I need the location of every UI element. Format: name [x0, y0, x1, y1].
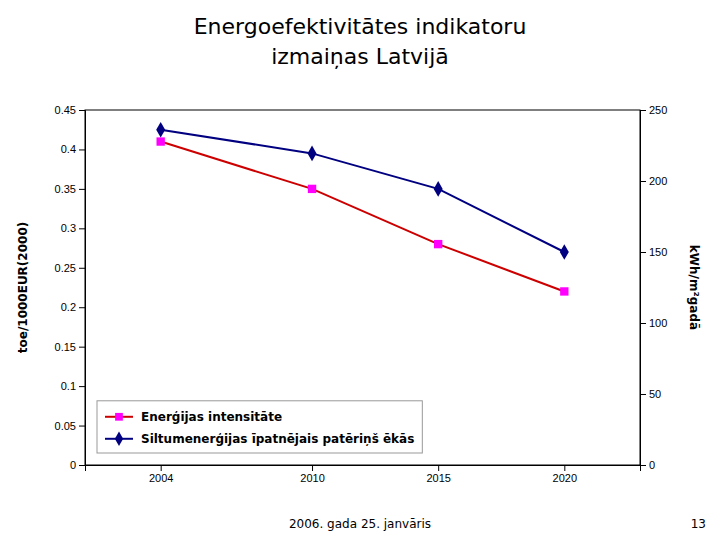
tick-label: 150: [649, 246, 667, 258]
tick-mark: [640, 110, 646, 111]
tick: 0: [640, 459, 655, 471]
annotation: 2006. gada 25. janvāris: [289, 517, 431, 531]
y2-axis-title: kWh/m²gadā: [687, 245, 701, 330]
tick: 0.4: [61, 143, 85, 155]
tick: 0.15: [55, 341, 85, 353]
y2-axis: 0 50 100 150 200 250: [640, 104, 667, 471]
point: [156, 122, 165, 138]
tick: 200: [640, 175, 667, 187]
plot: 2004 2010 2015 2020 0 0.05 0.1 0.15 0.2 0.25 0.3 0.…: [16, 104, 701, 484]
axis-line: [79, 111, 86, 466]
tick-label: 250: [649, 104, 667, 116]
point: [308, 185, 316, 193]
tick-label: 0.25: [55, 262, 76, 274]
legend-item: Siltumenerģijas īpatnējais patēriņš ēkās: [105, 432, 414, 446]
tick-mark: [161, 465, 162, 471]
tick: 0.45: [55, 104, 85, 116]
title: Energoefektivitātes indikatoru: [194, 14, 527, 39]
y-axis-title: toe/1000EUR(2000): [16, 222, 30, 353]
tick-mark: [312, 465, 313, 471]
chart: Energoefektivitātes indikatoru izmaiņas L…: [0, 0, 720, 540]
tick: 150: [640, 246, 667, 258]
tick-mark: [640, 181, 646, 182]
tick: 0.1: [61, 380, 85, 392]
tick-label: 0.2: [61, 301, 76, 313]
tick: 0.3: [61, 222, 85, 234]
axis-line: [641, 111, 647, 466]
tick-mark: [640, 252, 646, 253]
legend-item: Enerģijas intensitāte: [105, 410, 282, 424]
marks: [156, 122, 569, 296]
subtitle: izmaiņas Latvijā: [271, 44, 449, 69]
tick-mark: [79, 149, 85, 150]
tick: 0.2: [61, 301, 85, 313]
x-axis: 2004 2010 2015 2020: [86, 465, 641, 484]
tick: 2020: [553, 465, 577, 484]
tick-label: 50: [649, 388, 661, 400]
legend-marker: [115, 432, 123, 446]
tick: 2004: [149, 465, 173, 484]
tick-mark: [438, 465, 439, 471]
tick: 250: [640, 104, 667, 116]
tick-mark: [564, 465, 565, 471]
tick-label: 0.45: [55, 104, 76, 116]
legend-box: [97, 401, 422, 453]
tick: 2015: [426, 465, 450, 484]
tick-label: 2015: [426, 472, 450, 484]
tick-mark: [640, 394, 646, 395]
tick-label: 0.05: [55, 420, 76, 432]
tick-mark: [79, 426, 85, 427]
tick-mark: [79, 268, 85, 269]
point: [434, 181, 443, 197]
tick-label: 0.4: [61, 143, 76, 155]
tick: 0.25: [55, 262, 85, 274]
point: [308, 146, 317, 162]
tick: 0: [70, 459, 85, 471]
tick-label: 0: [70, 459, 76, 471]
legend-label: Enerģijas intensitāte: [141, 410, 282, 424]
series-line: [161, 130, 565, 252]
tick-mark: [79, 347, 85, 348]
legend-marker: [115, 413, 123, 421]
point: [434, 240, 442, 248]
legend: Enerģijas intensitāte Siltumenerģijas īpa…: [97, 401, 422, 453]
annotation: 13: [691, 517, 706, 531]
tick-label: 100: [649, 317, 667, 329]
legend-label: Siltumenerģijas īpatnējais patēriņš ēkās: [141, 432, 414, 446]
tick: 0.35: [55, 183, 85, 195]
tick-mark: [79, 110, 85, 111]
plot-frame: [85, 110, 640, 465]
tick: 2010: [300, 465, 324, 484]
tick-mark: [640, 323, 646, 324]
tick-mark: [79, 465, 85, 466]
tick-label: 0.15: [55, 341, 76, 353]
point: [560, 287, 568, 295]
tick-label: 0.3: [61, 222, 76, 234]
tick: 50: [640, 388, 661, 400]
tick-mark: [640, 465, 646, 466]
tick-label: 200: [649, 175, 667, 187]
tick-label: 2010: [300, 472, 324, 484]
tick-label: 0.1: [61, 380, 76, 392]
tick-label: 0.35: [55, 183, 76, 195]
tick: 100: [640, 317, 667, 329]
tick-mark: [79, 228, 85, 229]
tick: 0.05: [55, 420, 85, 432]
series-line: [161, 142, 565, 292]
tick-label: 2004: [149, 472, 173, 484]
y-axis: 0 0.05 0.1 0.15 0.2 0.25 0.3 0.35 0.4 0.45: [55, 104, 86, 471]
point: [560, 244, 569, 260]
tick-mark: [79, 307, 85, 308]
axis-line: [86, 466, 641, 472]
tick-mark: [79, 189, 85, 190]
point: [156, 137, 164, 145]
tick-label: 0: [649, 459, 655, 471]
tick-mark: [79, 386, 85, 387]
tick-label: 2020: [553, 472, 577, 484]
